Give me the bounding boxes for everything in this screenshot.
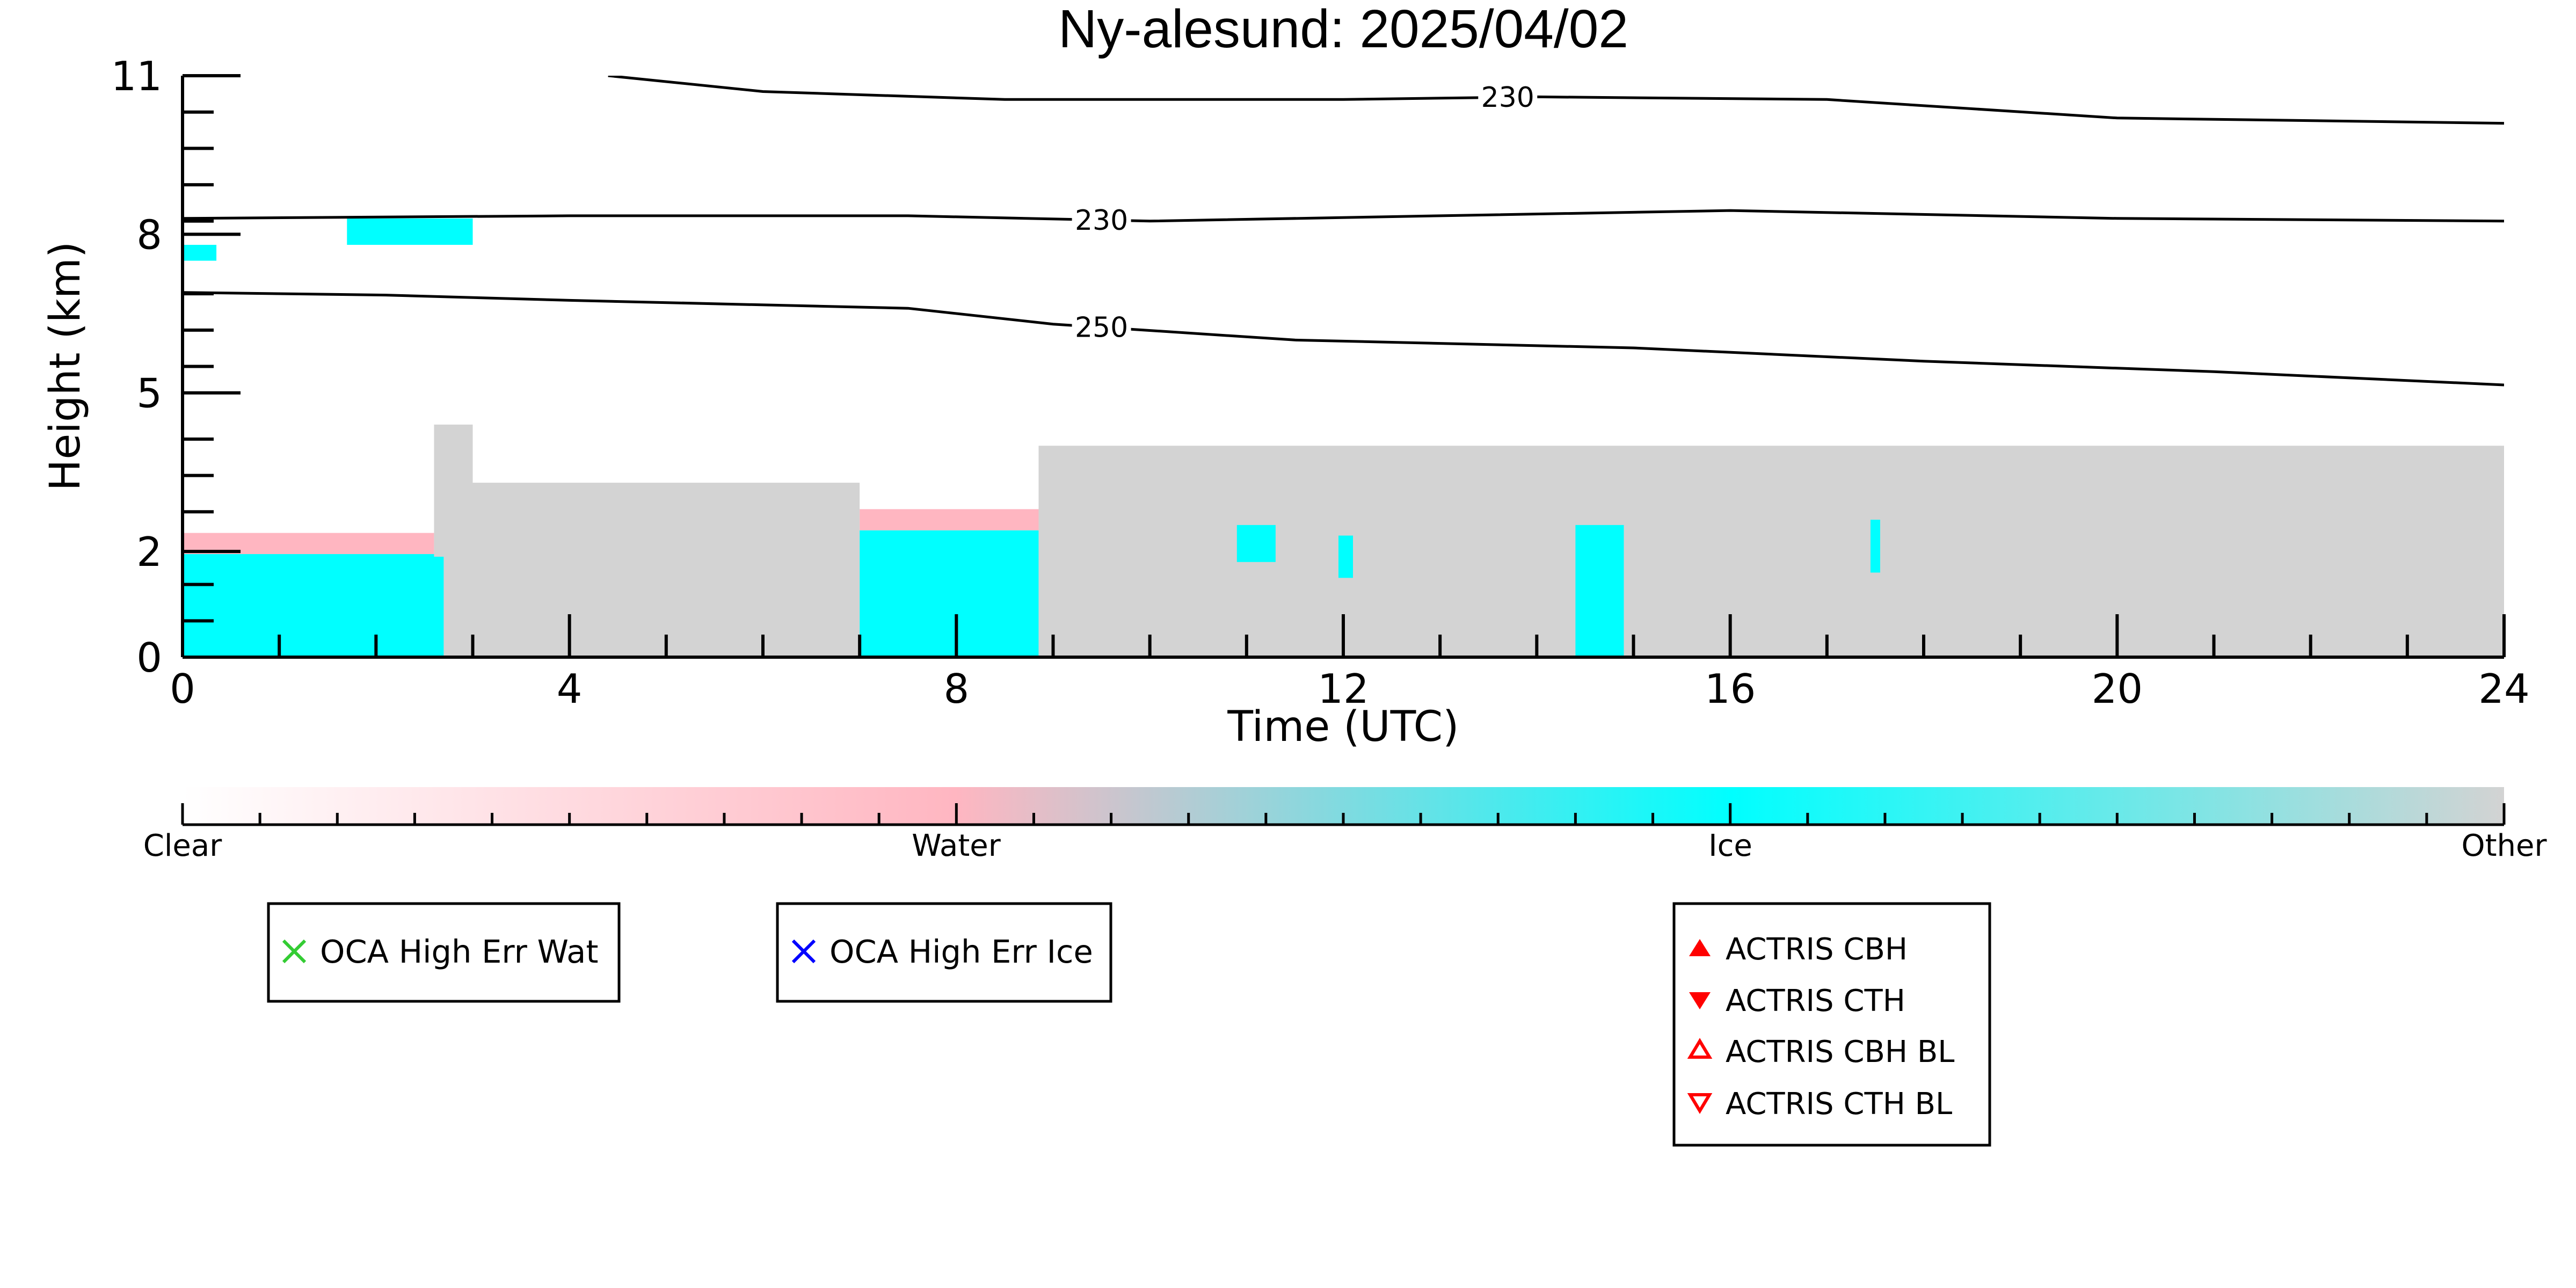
legend-label: ACTRIS CBH BL (1726, 1035, 1954, 1069)
contour-line (608, 76, 2504, 125)
contour-label-bg (1478, 79, 1538, 116)
temperature-contours: 230 230 250 (183, 76, 2504, 387)
cloud-phase-regions (183, 218, 2504, 657)
y-tick-label: 8 (136, 211, 162, 258)
legend-label: ACTRIS CTH BL (1726, 1087, 1952, 1122)
phase-region-ice (860, 530, 1039, 657)
contour-label: 230 (1075, 205, 1128, 237)
y-ticks: 0 2 5 8 11 (111, 53, 241, 681)
phase-region-ice (1338, 535, 1354, 578)
contour-label: 230 (1481, 82, 1534, 114)
x-tick-label: 4 (557, 665, 583, 712)
y-axis-label: Height (km) (41, 242, 90, 491)
phase-region-other (434, 424, 473, 557)
triangle-down-filled-icon (1689, 992, 1711, 1009)
phase-region-water (860, 509, 1039, 530)
y-tick-label: 0 (136, 634, 162, 681)
phase-region-other (1038, 446, 2504, 657)
x-axis-label: Time (UTC) (1227, 703, 1459, 751)
legend-oca-water: OCA High Err Wat (267, 902, 621, 1003)
chart-title: Ny-alesund: 2025/04/02 (1058, 0, 1628, 59)
phase-colorbar: Clear Water Ice Other (143, 787, 2547, 863)
contour-line (183, 291, 2504, 387)
x-tick-label: 12 (1318, 665, 1369, 712)
x-marker-icon (791, 939, 816, 964)
contour-line (183, 209, 2504, 223)
phase-region-ice (347, 218, 473, 245)
legend-frame (776, 902, 1112, 1003)
legend-label: ACTRIS CBH (1726, 932, 1908, 967)
legend-actris: ACTRIS CBH ACTRIS CTH ACTRIS CBH BL ACTR… (1672, 902, 1991, 1147)
x-tick-label: 8 (943, 665, 969, 712)
triangle-up-open-icon (1687, 1038, 1713, 1059)
x-marker-icon (282, 939, 307, 964)
legend-label: ACTRIS CTH (1726, 984, 1905, 1018)
y-tick-label: 11 (111, 53, 162, 100)
colorbar-label-clear: Clear (143, 828, 222, 863)
legend-label: OCA High Err Wat (320, 933, 598, 970)
legend-frame (267, 902, 621, 1003)
contour-label-bg (1072, 309, 1131, 346)
x-tick-label: 0 (170, 665, 195, 712)
legend-label: OCA High Err Ice (829, 933, 1093, 970)
legend-oca-ice: OCA High Err Ice (776, 902, 1112, 1003)
phase-region-ice (1575, 525, 1624, 657)
x-tick-label: 24 (2478, 665, 2529, 712)
triangle-up-filled-icon (1689, 939, 1711, 956)
colorbar-ticks (181, 803, 2506, 825)
phase-region-ice (1236, 525, 1276, 562)
colorbar-label-other: Other (2461, 828, 2547, 863)
contour-label-bg (1072, 201, 1131, 238)
legend-frame (1672, 902, 1991, 1147)
contour-label: 250 (1075, 312, 1128, 344)
triangle-down-open-icon (1687, 1093, 1713, 1114)
phase-region-ice (183, 554, 444, 657)
phase-region-ice (1870, 520, 1880, 573)
x-tick-label: 16 (1705, 665, 1756, 712)
y-tick-label: 2 (136, 528, 162, 576)
colorbar-label-ice: Ice (1708, 828, 1752, 863)
y-tick-label: 5 (136, 370, 162, 417)
x-tick-label: 20 (2092, 665, 2143, 712)
phase-region-ice (183, 245, 217, 261)
colorbar-label-water: Water (912, 828, 1001, 863)
x-ticks: 0 4 8 12 16 20 24 (170, 614, 2530, 712)
phase-region-other (443, 483, 860, 657)
